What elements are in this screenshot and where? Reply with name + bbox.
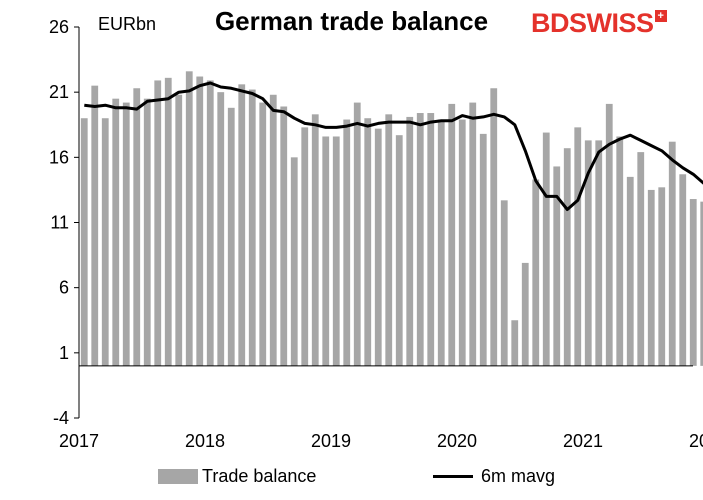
bar (290, 157, 298, 366)
bar (185, 71, 193, 366)
plus-icon: + (654, 10, 667, 22)
bar (80, 118, 88, 366)
bar (574, 127, 582, 366)
bar (416, 113, 424, 366)
bar (196, 76, 204, 366)
bar (532, 179, 540, 366)
bar (353, 102, 361, 366)
bar (637, 152, 645, 366)
bar (259, 102, 267, 366)
legend-item-trade-balance: Trade balance (158, 466, 316, 487)
bar (112, 98, 120, 366)
bar (301, 127, 309, 366)
y-tick-label: -4 (53, 408, 69, 428)
unit-label: EURbn (98, 14, 157, 34)
bar (122, 102, 130, 366)
bar (553, 166, 561, 366)
bar (700, 201, 703, 366)
bar (658, 187, 666, 366)
bar (164, 77, 172, 366)
bar (374, 128, 382, 366)
x-tick-label: 2017 (59, 431, 99, 451)
moving-average-line (84, 81, 703, 211)
bar (437, 119, 445, 366)
bar (647, 189, 655, 366)
bar (311, 114, 319, 366)
line-series (84, 81, 703, 211)
bar (143, 98, 151, 366)
bar (395, 135, 403, 366)
x-tick-label: 2021 (563, 431, 603, 451)
bar (385, 114, 393, 366)
y-tick-label: 21 (49, 82, 69, 102)
bar (343, 119, 351, 366)
bar (322, 136, 330, 366)
bar (563, 148, 571, 366)
x-tick-label: 2022 (689, 431, 703, 451)
bar (479, 133, 487, 366)
x-tick-label: 2020 (437, 431, 477, 451)
bar (511, 320, 519, 366)
x-tick-label: 2019 (311, 431, 351, 451)
bar (668, 141, 676, 366)
bar (406, 116, 414, 366)
bar (689, 199, 697, 366)
bar (238, 84, 246, 366)
bar (133, 88, 141, 366)
bar (101, 118, 109, 366)
bar (542, 132, 550, 366)
bar (584, 140, 592, 366)
bar (248, 89, 256, 366)
legend-bar-label: Trade balance (202, 466, 317, 486)
bar (217, 92, 225, 366)
bar (616, 136, 624, 366)
bar (154, 80, 162, 366)
bar (269, 94, 277, 366)
y-tick-label: 11 (50, 213, 69, 233)
legend-item-6m-mavg: 6m mavg (433, 466, 555, 487)
bar (521, 262, 529, 366)
bar (605, 103, 613, 366)
brand-logo: BDSWISS + (531, 8, 667, 39)
bar (626, 176, 634, 366)
bar (364, 118, 372, 366)
y-tick-label: 16 (49, 147, 69, 167)
bar (206, 80, 214, 366)
chart-title: German trade balance (214, 6, 489, 36)
legend-line-swatch (433, 475, 473, 478)
x-axis: 2017 2018 2019 2020 2021 2022 (59, 365, 703, 451)
legend-bar-swatch (158, 469, 198, 484)
y-tick-label: 1 (59, 343, 69, 363)
y-tick-label: 6 (59, 278, 69, 298)
bar (332, 136, 340, 366)
bar (227, 107, 235, 366)
bar (458, 119, 466, 366)
bar (469, 102, 477, 366)
bar (91, 85, 99, 366)
bar (175, 94, 183, 366)
bar-series (80, 71, 703, 366)
bar (500, 200, 508, 366)
legend-line-label: 6m mavg (481, 466, 556, 486)
bar (490, 88, 498, 366)
bar (595, 140, 603, 366)
bar (679, 174, 687, 366)
bar (427, 113, 435, 366)
bar (280, 106, 288, 366)
brand-name: BDSWISS (531, 8, 654, 38)
bar (448, 103, 456, 366)
y-tick-label: 26 (49, 17, 69, 37)
x-tick-label: 2018 (185, 431, 225, 451)
